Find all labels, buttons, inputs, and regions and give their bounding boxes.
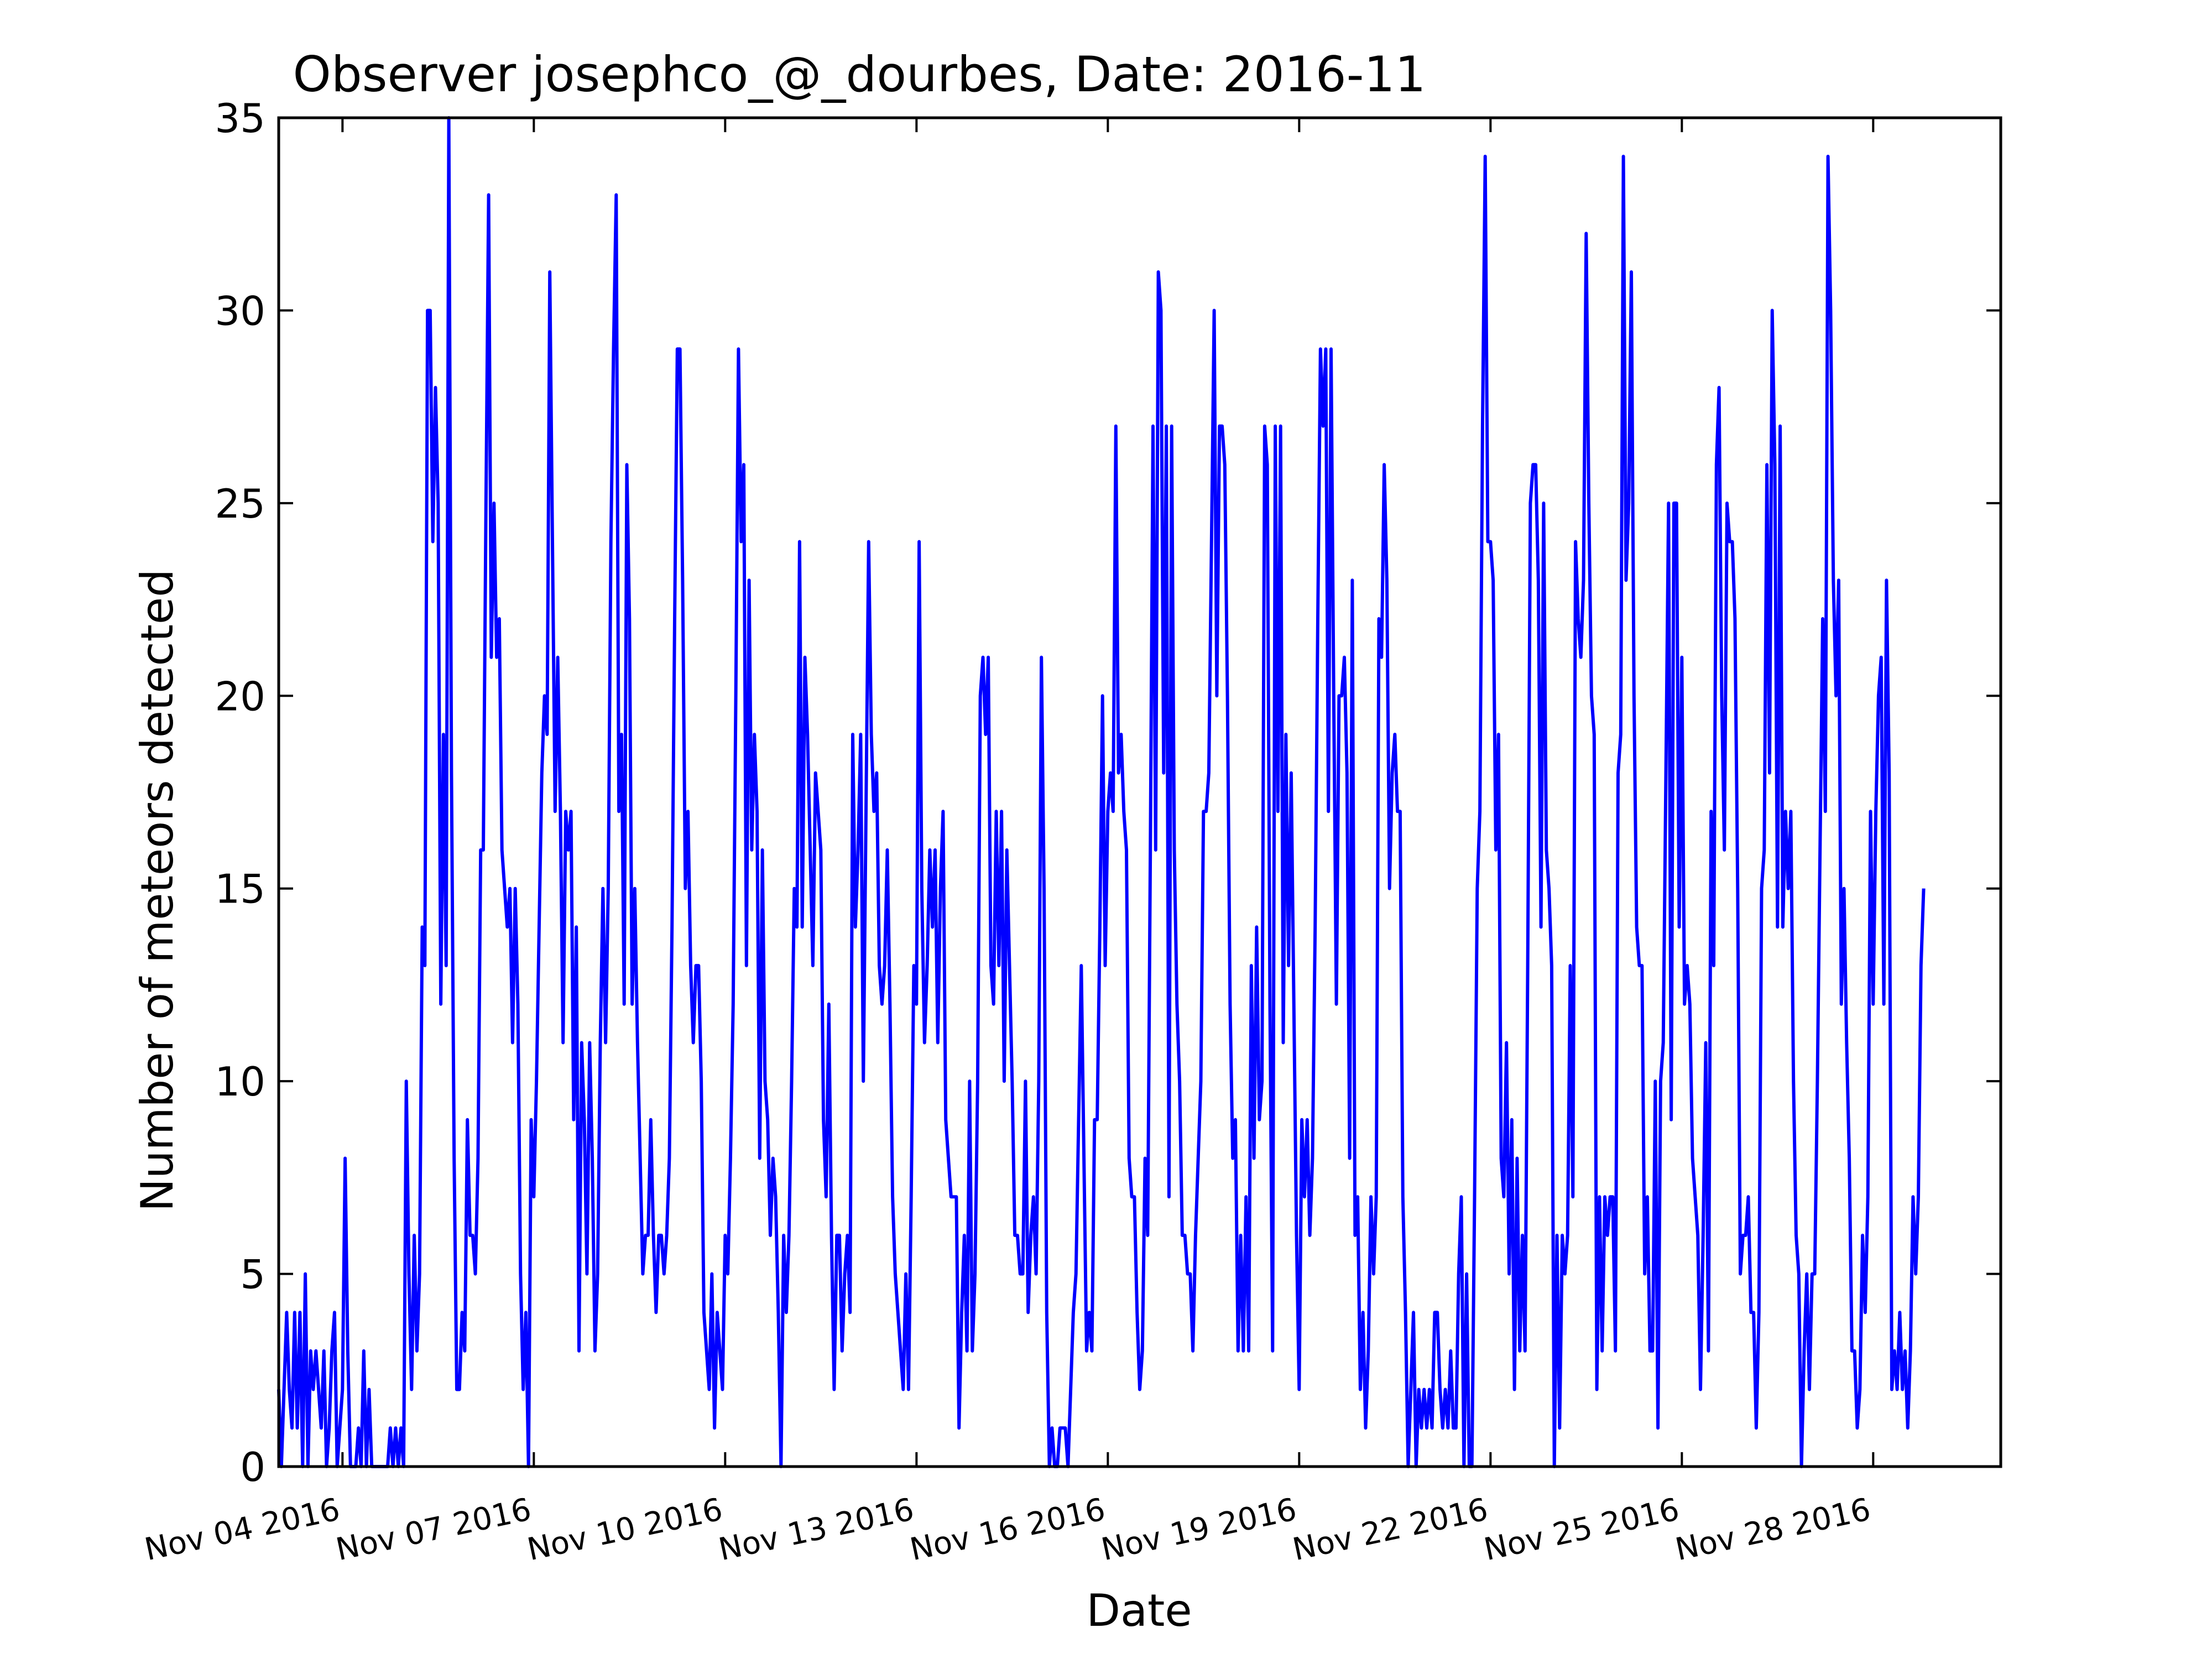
plot-area-frame	[277, 116, 2002, 1468]
y-tick-label: 25	[215, 481, 265, 527]
x-axis-title: Date	[1086, 1585, 1192, 1636]
y-tick-label: 0	[240, 1444, 265, 1490]
y-tick-label: 5	[240, 1251, 265, 1298]
y-tick-label: 10	[215, 1058, 265, 1105]
chart-title: Observer josephco_@_dourbes, Date: 2016-…	[293, 46, 1426, 103]
y-tick-label: 20	[215, 673, 265, 719]
y-tick-label: 35	[215, 95, 265, 142]
y-axis: 0 5 10 15 20 25 30 35	[215, 95, 2001, 1490]
series-line-0	[277, 116, 1926, 1468]
y-tick-label: 15	[215, 866, 265, 912]
y-tick-label: 30	[215, 288, 265, 334]
series-layer	[277, 116, 1926, 1468]
y-axis-title: Number of meteors detected	[132, 569, 183, 1212]
